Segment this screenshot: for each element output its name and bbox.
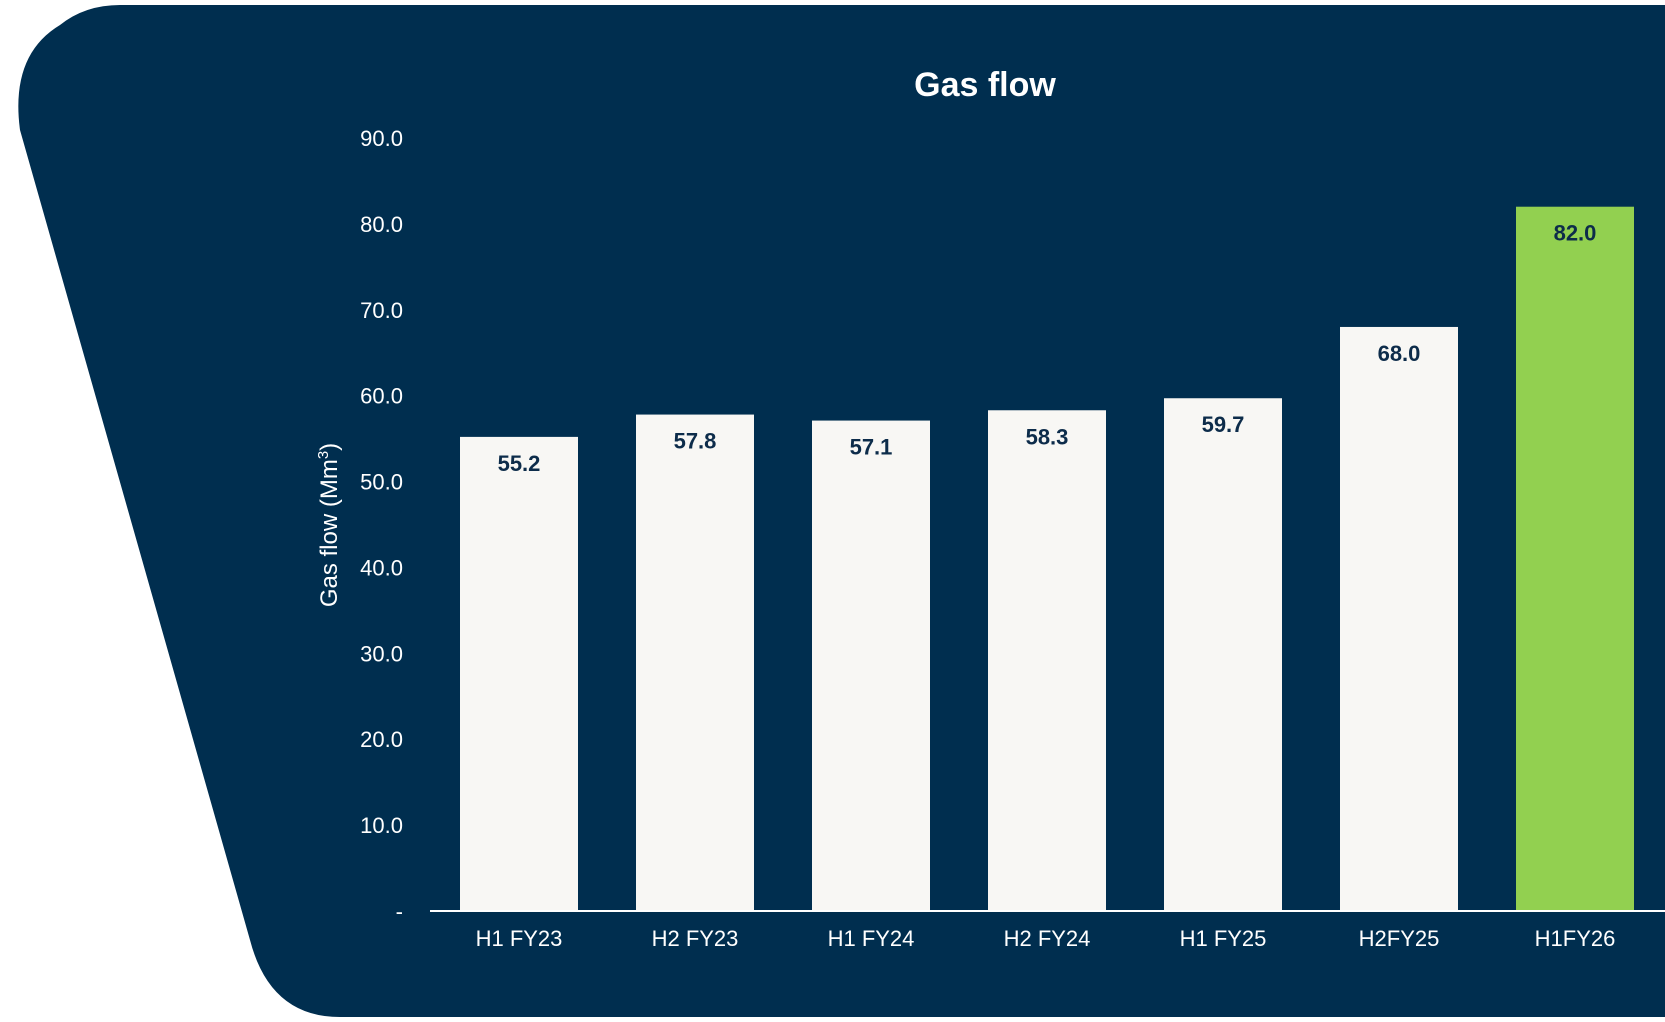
bar	[1340, 326, 1458, 911]
x-tick-label: H1FY26	[1535, 926, 1616, 951]
x-tick-label: H2 FY23	[652, 926, 739, 951]
bar-data-label: 82.0	[1554, 221, 1597, 246]
y-tick-label: 90.0	[360, 126, 403, 151]
y-tick-label: 80.0	[360, 212, 403, 237]
bar	[812, 420, 930, 911]
bar	[636, 414, 754, 911]
y-axis-label-suffix: )	[316, 443, 343, 451]
bar-data-label: 57.1	[850, 435, 893, 460]
bar	[460, 436, 578, 911]
x-tick-label: H1 FY24	[828, 926, 915, 951]
y-tick-label: 40.0	[360, 555, 403, 580]
x-tick-label: H2FY25	[1359, 926, 1440, 951]
y-axis-label-superscript: 3	[315, 451, 332, 459]
bar-data-label: 57.8	[674, 429, 717, 454]
x-tick-label: H2 FY24	[1004, 926, 1091, 951]
x-tick-label: H1 FY23	[476, 926, 563, 951]
bar	[1164, 398, 1282, 911]
bar-data-label: 59.7	[1202, 412, 1245, 437]
y-tick-label: 60.0	[360, 384, 403, 409]
y-tick-label: 50.0	[360, 470, 403, 495]
y-axis-label: Gas flow (Mm3)	[315, 443, 343, 607]
y-tick-label: 70.0	[360, 298, 403, 323]
chart-title: Gas flow	[914, 66, 1056, 104]
bar	[1516, 206, 1634, 911]
y-axis-label-text: Gas flow (Mm	[316, 459, 343, 607]
y-tick-label: 30.0	[360, 641, 403, 666]
bar-data-label: 55.2	[498, 451, 541, 476]
y-tick-label: 10.0	[360, 813, 403, 838]
bar-data-labels: 55.2 57.8 57.1 58.3 59.7 68.0 82.0	[498, 221, 1597, 476]
y-tick-labels: - 10.0 20.0 30.0 40.0 50.0 60.0 70.0 80.0 90.0	[360, 126, 403, 924]
bars	[460, 206, 1634, 911]
bar-data-label: 68.0	[1378, 341, 1421, 366]
x-tick-label: H1 FY25	[1180, 926, 1267, 951]
x-tick-labels: H1 FY23 H2 FY23 H1 FY24 H2 FY24 H1 FY25 H2FY2…	[476, 926, 1616, 951]
y-tick-label: 20.0	[360, 727, 403, 752]
bar	[988, 410, 1106, 911]
y-tick-label: -	[396, 899, 403, 924]
bar-data-label: 58.3	[1026, 424, 1069, 449]
